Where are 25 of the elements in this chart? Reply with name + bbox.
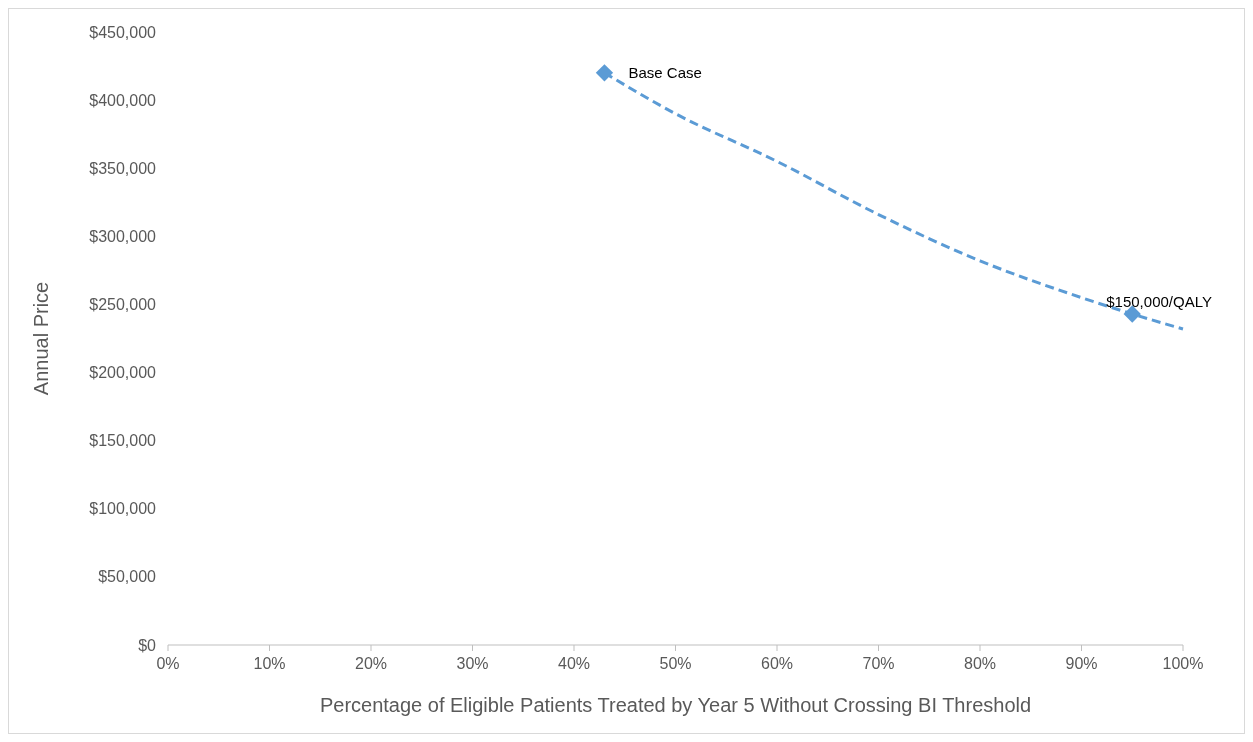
y-tick-label: $0 [138,636,157,654]
x-tick-label: 20% [354,655,388,672]
x-tick-label: 60% [760,655,794,672]
y-tick-label: $100,000 [89,500,157,518]
y-tick-label: $250,000 [89,296,157,314]
x-tick-label: 0% [156,655,180,672]
y-tick-label: $350,000 [89,159,157,177]
y-tick-label: $50,000 [98,568,157,586]
x-axis-title: Percentage of Eligible Patients Treated by Year 5 Without Crossing BI Threshold [319,694,1032,716]
x-tick-label: 70% [862,655,895,672]
x-tick-label: 90% [1065,655,1098,672]
x-tick-label: 40% [557,655,591,672]
x-tick-label: 10% [253,655,286,672]
y-axis-title: Annual Price [30,281,52,396]
y-tick-label: $450,000 [89,23,157,41]
y-tick-label: $400,000 [89,91,157,109]
annotation: Base Case [628,64,702,82]
x-tick-label: 50% [659,655,692,672]
y-tick-label: $300,000 [89,227,157,245]
x-tick-label: 100% [1162,655,1204,672]
y-tick-label: $200,000 [89,364,157,382]
annotation: $150,000/QALY [1106,293,1212,311]
x-tick-label: 30% [456,655,489,672]
y-tick-label: $150,000 [89,432,157,450]
x-tick-label: 80% [963,655,997,672]
